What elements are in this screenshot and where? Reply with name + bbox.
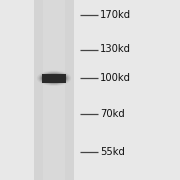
Text: 170kd: 170kd	[100, 10, 131, 20]
Text: 130kd: 130kd	[100, 44, 131, 55]
Bar	[42, 74, 66, 83]
Ellipse shape	[37, 71, 71, 86]
Ellipse shape	[41, 73, 67, 84]
Bar	[43, 0, 65, 180]
Ellipse shape	[38, 72, 70, 85]
Text: 55kd: 55kd	[100, 147, 125, 157]
Text: 70kd: 70kd	[100, 109, 125, 119]
Bar	[34, 0, 74, 180]
Ellipse shape	[40, 72, 68, 84]
Text: 100kd: 100kd	[100, 73, 131, 83]
